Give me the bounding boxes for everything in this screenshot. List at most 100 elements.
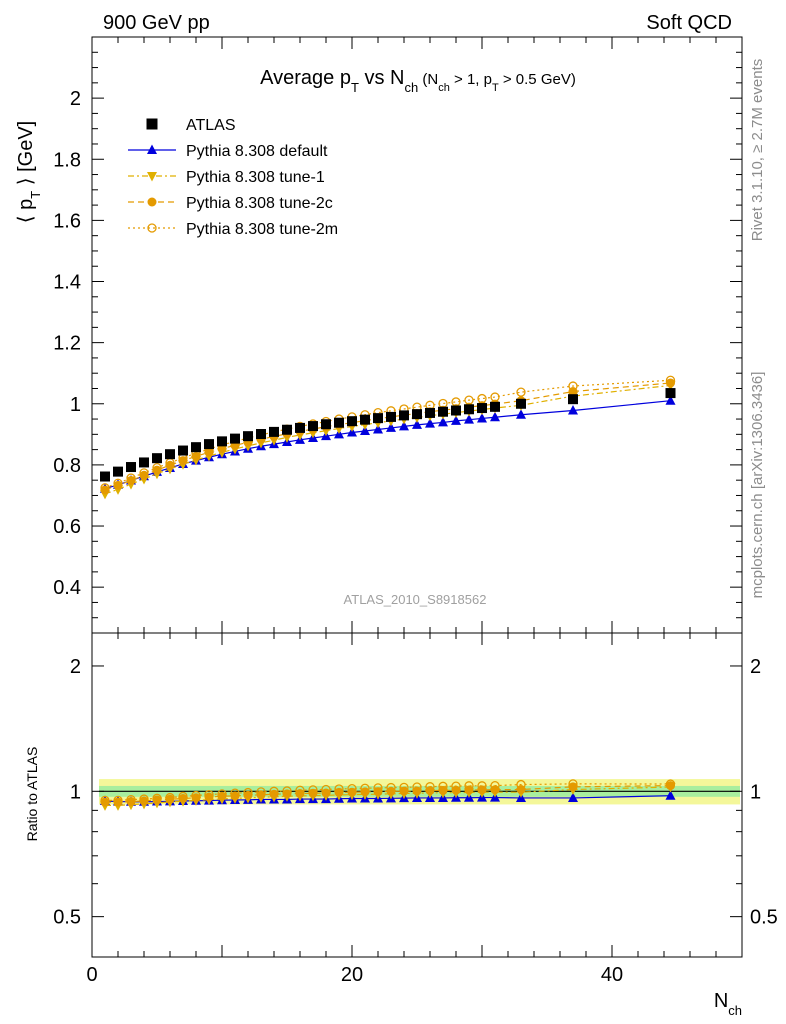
main-point	[308, 421, 318, 432]
main-point	[477, 393, 487, 404]
title-sub-a: T	[351, 80, 359, 95]
main-point	[191, 451, 201, 461]
main-point	[490, 411, 500, 422]
title-sub-c: ch	[438, 82, 450, 94]
main-point	[451, 415, 461, 425]
main-ytick-label: 1.2	[53, 333, 81, 355]
ratio-point	[334, 784, 344, 794]
analysis-label: ATLAS_2010_S8918562	[344, 592, 487, 607]
ratio-point	[386, 782, 396, 793]
ratio-point	[568, 782, 578, 792]
main-point	[386, 411, 396, 422]
main-series-line	[104, 379, 671, 489]
main-point	[113, 478, 123, 488]
ratio-point	[152, 793, 162, 803]
ratio-point	[477, 781, 487, 791]
main-point	[373, 413, 383, 424]
ratio-frame	[91, 632, 743, 958]
legend-marker	[147, 197, 157, 207]
ratio-point	[126, 794, 136, 805]
title-sub-b: ch	[404, 80, 418, 95]
main-point	[191, 442, 201, 453]
main-point	[139, 470, 149, 480]
ratio-ytick-label: 2	[70, 656, 81, 678]
title-part-e: > 0.5 GeV)	[499, 71, 576, 88]
rivet-label: Rivet 3.1.10, ≥ 2.7M events	[749, 59, 766, 242]
legend-label: Pythia 8.308 default	[186, 143, 328, 160]
main-point	[269, 426, 279, 437]
main-point	[152, 453, 162, 464]
legend-marker	[147, 172, 157, 182]
ratio-point	[451, 781, 461, 791]
ratio-point	[191, 790, 201, 801]
ratio-point	[256, 787, 266, 797]
main-point	[282, 424, 292, 435]
xtick-label: 40	[601, 964, 623, 986]
ratio-ytick-label: 1	[70, 781, 81, 803]
main-point	[438, 406, 448, 417]
ratio-point	[230, 788, 240, 798]
ratio-point	[256, 790, 266, 800]
ratio-ytick-label-right: 1	[750, 781, 761, 803]
ratio-ytick-label-right: 2	[750, 656, 761, 678]
main-ytick-label: 1.8	[53, 149, 81, 171]
main-point	[230, 433, 240, 444]
ylabel-part-a: ⟨ p	[15, 199, 37, 223]
main-point	[412, 409, 422, 420]
main-point	[347, 416, 357, 427]
ratio-point	[308, 785, 318, 795]
main-point	[126, 473, 136, 483]
ratio-point	[516, 779, 526, 790]
main-point	[126, 462, 136, 473]
main-panel: 0.4 0.6 0.8 1 1.2 1.4 1.6 1.8 2	[53, 36, 743, 634]
ratio-point	[464, 781, 474, 791]
main-series-line	[104, 384, 671, 495]
xtick-label: 20	[341, 964, 363, 986]
main-point	[100, 485, 110, 495]
ratio-point	[321, 784, 331, 795]
header-left: 900 GeV pp	[103, 12, 210, 34]
main-point	[665, 388, 676, 399]
ratio-series-line	[105, 786, 671, 807]
main-point	[113, 466, 123, 477]
main-ytick-label: 1.4	[53, 272, 81, 294]
main-series-line	[104, 400, 671, 490]
ratio-point	[126, 797, 136, 807]
main-point	[399, 410, 409, 421]
ratio-point	[243, 787, 253, 798]
ylabel-part-b: ⟩ [GeV]	[15, 121, 37, 191]
ratio-point	[295, 788, 305, 798]
main-point	[295, 422, 305, 433]
ratio-point	[399, 782, 409, 793]
ylabel-sub-a: T	[28, 191, 43, 199]
main-point	[451, 405, 461, 416]
main-point	[152, 462, 162, 473]
main-point	[477, 412, 487, 423]
main-point	[490, 392, 500, 402]
main-point	[568, 381, 578, 391]
ratio-point	[373, 783, 383, 793]
mcplots-label: mcplots.cern.ch [arXiv:1306.3436]	[749, 372, 766, 599]
main-point	[360, 425, 370, 435]
title-part-a: Average p	[260, 67, 351, 89]
main-ytick-label: 1	[70, 394, 81, 416]
ratio-point	[204, 789, 214, 800]
main-point	[243, 431, 253, 442]
main-series-0	[100, 388, 676, 482]
main-point	[464, 395, 474, 405]
ratio-point	[113, 795, 123, 806]
main-point	[139, 457, 149, 468]
ratio-point	[191, 793, 201, 803]
main-point	[477, 403, 487, 414]
main-point	[373, 423, 383, 434]
main-point	[360, 414, 370, 425]
title-part-d: > 1, p	[450, 71, 492, 88]
ratio-point	[269, 789, 279, 799]
main-point	[516, 409, 526, 419]
ratio-series-line	[105, 785, 671, 803]
main-point	[464, 414, 474, 424]
ratio-point	[165, 792, 175, 803]
main-ylabel: ⟨ pT ⟩ [GeV]	[15, 121, 43, 224]
ratio-point	[100, 795, 110, 806]
xlabel: Nch	[714, 990, 742, 1018]
